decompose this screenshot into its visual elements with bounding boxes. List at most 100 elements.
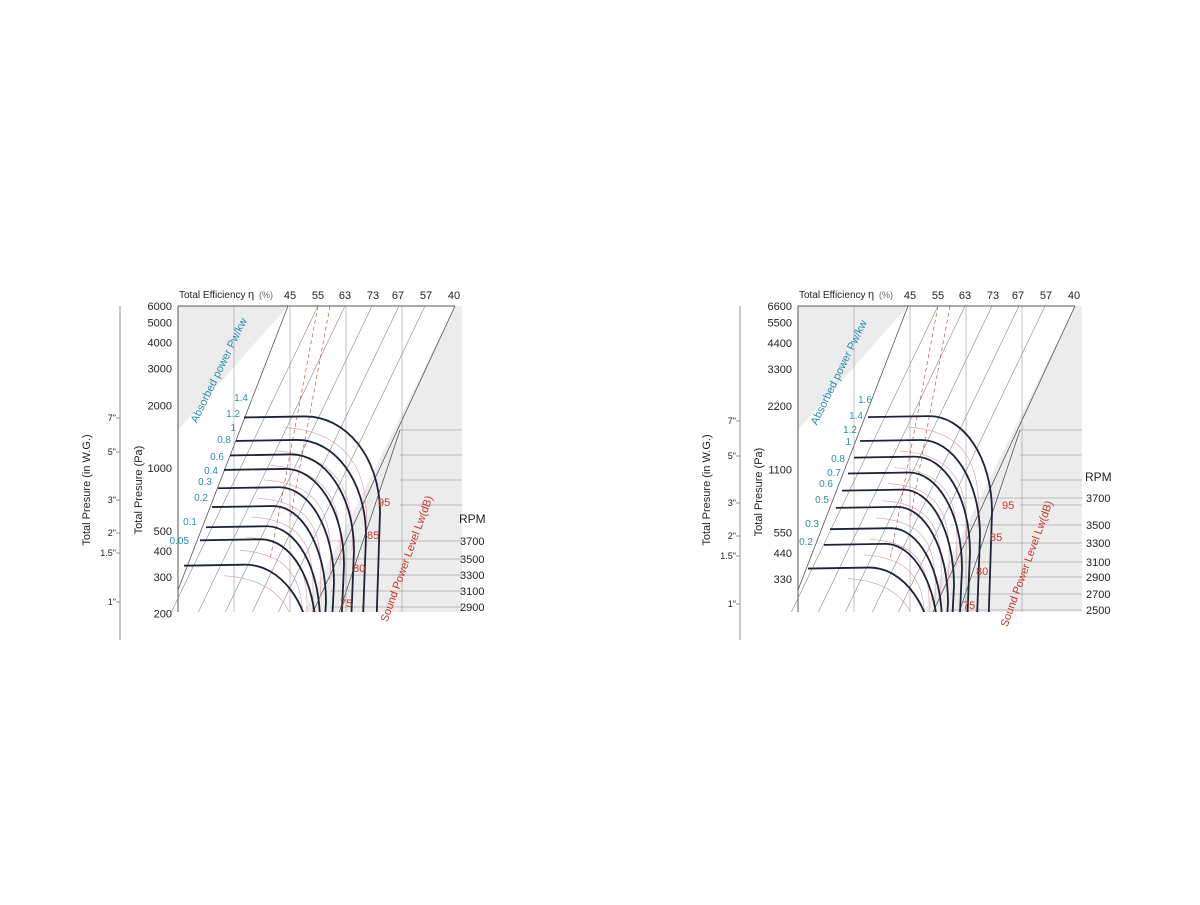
sound-tick-label: 85 [367,530,379,542]
pressure-pa-tick-label: 1100 [768,464,792,476]
chart-plot-group [171,305,462,612]
sound-axis-diagonal [958,429,1021,612]
fan-chart-right-svg: Total Efficiency η (%) 45 55 63 73 67 57 40 6600 55… [701,289,1112,640]
efficiency-iso-line [171,305,319,612]
pressure-pa-tick-label: 5000 [148,317,172,329]
pressure-pa-tick-label: 330 [774,574,792,586]
rpm-tick-label: 3300 [1086,538,1110,550]
fan-curve-7 [199,538,316,612]
fan-chart-left-svg: Total Efficiency η (%) 45 55 63 73 67 57 40 6000 50… [81,289,486,640]
power-tick-label: 0.05 [170,536,190,547]
fan-curve-4 [841,488,955,612]
power-tick-label: 0.1 [183,517,197,528]
rpm-tick-label: 3100 [460,586,484,598]
pressure-pa-tick-label: 1000 [148,463,172,475]
rpm-tick-label: 2500 [1086,605,1110,617]
rpm-tick-label: 3100 [1086,557,1110,569]
rpm-tick-label: 3700 [1086,493,1110,505]
pressure-pa-axis-title: Total Presure (Pa) [753,448,765,537]
power-axis-diagonal [177,305,289,591]
power-tick-label: 0.4 [204,466,218,477]
system-curve-3 [887,483,950,584]
efficiency-iso-line [225,305,373,612]
efficiency-tick-label: 67 [392,290,404,302]
pressure-wg-tick-label: 1.5" [720,551,736,561]
system-curve-2 [269,465,341,566]
pressure-pa-tick-label: 440 [774,548,792,560]
fan-curve-8 [183,563,304,612]
eta-unit: (%) [879,290,893,300]
power-tick-label: 1.4 [849,411,863,422]
eta-symbol: η [868,289,874,301]
efficiency-construction-line [889,305,939,561]
right-projection-diagonal [932,305,1076,612]
fan-curve-8 [807,566,926,612]
efficiency-tick-label: 55 [932,290,944,302]
rpm-tick-label: 3500 [460,554,484,566]
power-tick-label: 1 [230,423,236,434]
sound-tick-label: 75 [340,598,352,610]
eta-symbol: η [248,289,254,301]
pressure-wg-tick-label: 7" [108,413,116,423]
pressure-wg-tick-label: 1.5" [100,548,116,558]
pressure-pa-tick-label: 4400 [768,338,792,350]
power-tick-label: 1.4 [234,393,248,404]
efficiency-iso-line [252,305,400,612]
pressure-pa-tick-label: 2200 [768,401,792,413]
system-curve-4 [881,500,942,601]
power-tick-label: 0.3 [198,477,212,488]
fan-curve-3 [223,468,345,612]
fan-curve-2 [229,453,355,612]
pressure-wg-tick-label: 1" [108,597,116,607]
system-curve-1 [899,450,968,552]
power-tick-label: 1.2 [226,409,240,420]
pressure-pa-tick-label: 2000 [148,400,172,412]
shaded-region-upper [178,306,288,430]
power-tick-label: 0.6 [210,452,224,463]
fan-curve-5 [211,505,327,612]
power-tick-label: 0.8 [217,435,231,446]
efficiency-tick-label: 73 [367,290,379,302]
sound-tick-label: 75 [963,600,975,612]
power-tick-label: 0.2 [194,493,208,504]
sound-tick-label: 95 [378,497,390,509]
power-tick-label: 0.7 [827,468,841,479]
pressure-wg-axis-title: Total Presure (in W.G.) [701,434,713,545]
pressure-wg-tick-label: 3" [728,498,736,508]
fan-curve-1 [235,439,367,612]
system-curve-0 [907,426,979,528]
pressure-wg-tick-label: 5" [728,451,736,461]
pressure-pa-tick-label: 6600 [768,301,792,313]
system-curve-0 [283,427,367,528]
chart-plot-group [791,305,1082,612]
efficiency-tick-label: 63 [339,290,351,302]
pressure-wg-tick-label: 3" [108,495,116,505]
efficiency-tick-label: 63 [959,290,971,302]
system-curve-7 [863,554,925,612]
efficiency-construction-line [269,305,319,561]
system-curve-5 [875,517,936,612]
pressure-wg-axis-title: Total Presure (in W.G.) [81,434,93,545]
fan-chart-right: Total Efficiency η (%) 45 55 63 73 67 57 40 6600 55… [620,0,1200,905]
pressure-pa-tick-label: 300 [154,572,172,584]
fan-chart-left: Total Efficiency η (%) 45 55 63 73 67 57 40 6000 50… [0,0,580,905]
efficiency-tick-label: 57 [1040,290,1052,302]
pressure-wg-tick-label: 5" [108,447,116,457]
rpm-tick-label: 3500 [1086,520,1110,532]
pressure-pa-tick-label: 550 [774,527,792,539]
pressure-pa-tick-label: 200 [154,609,172,621]
efficiency-iso-line [872,305,1020,612]
system-curve-4 [257,497,322,599]
fan-curve-2 [853,455,971,612]
fan-curve-0 [867,415,993,612]
rpm-tick-label: 2900 [460,602,484,614]
system-curve-8 [847,578,911,612]
pressure-pa-tick-label: 6000 [148,301,172,313]
power-tick-label: 0.2 [799,537,813,548]
efficiency-tick-label: 40 [1068,290,1080,302]
fan-curve-5 [835,506,949,612]
system-curve-3 [263,479,332,580]
power-tick-label: 0.8 [831,454,845,465]
fan-curve-6 [205,525,321,612]
efficiency-tick-label: 45 [284,290,296,302]
